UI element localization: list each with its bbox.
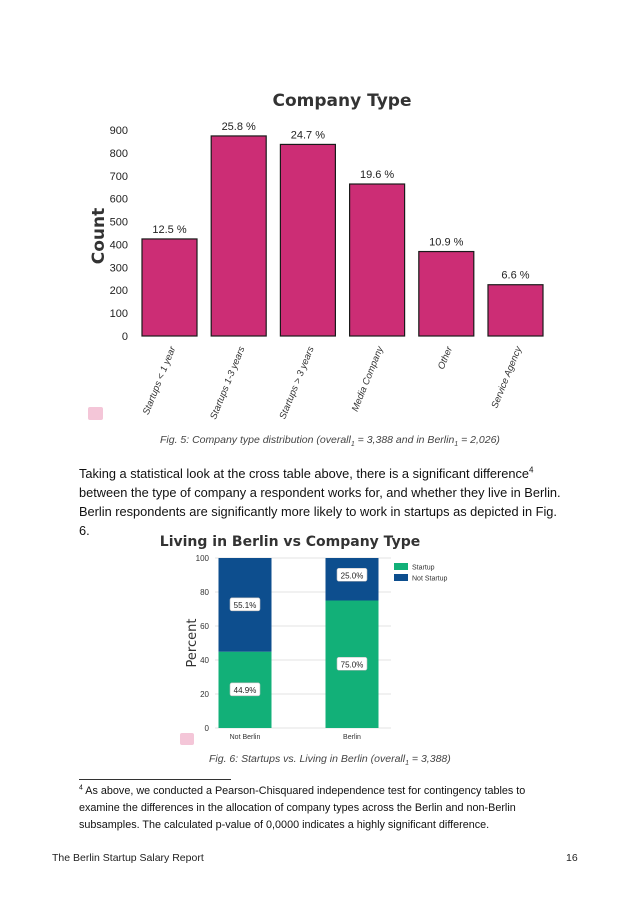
y-tick-label: 20 xyxy=(200,690,209,699)
x-tick-label: Startups < 1 year xyxy=(141,344,179,416)
footnote: 4 As above, we conducted a Pearson-Chisq… xyxy=(79,784,526,831)
y-tick-label: 700 xyxy=(110,171,128,183)
data-label: 10.9 % xyxy=(429,237,463,249)
data-label: 25.0% xyxy=(341,571,364,580)
bar xyxy=(487,284,544,337)
y-tick-label: 100 xyxy=(110,308,128,320)
x-tick-label: Other xyxy=(436,344,455,371)
y-tick-label: 300 xyxy=(110,262,128,274)
y-tick-label: 0 xyxy=(205,724,210,733)
y-tick-label: 800 xyxy=(110,148,128,160)
brand-logo-icon xyxy=(88,407,103,420)
legend-label: Not Startup xyxy=(412,576,448,583)
x-tick-label: Media Company xyxy=(350,344,387,413)
data-label: 24.7 % xyxy=(291,129,325,141)
x-tick-label: Berlin xyxy=(343,734,361,741)
data-label: 55.1% xyxy=(234,601,257,610)
y-tick-label: 80 xyxy=(200,588,209,597)
data-label-box xyxy=(229,597,261,612)
x-tick-label: Startups > 3 years xyxy=(278,345,317,420)
figure-6-caption: Fig. 6: Startups vs. Living in Berlin (o… xyxy=(209,753,451,768)
y-tick-label: 40 xyxy=(200,656,209,665)
chart-title: Company Type xyxy=(273,91,412,111)
y-tick-label: 0 xyxy=(122,331,128,343)
x-tick-label: Startups 1-3 years xyxy=(208,345,247,420)
data-label: 44.9% xyxy=(234,686,257,695)
bar xyxy=(349,183,406,337)
legend-swatch xyxy=(394,574,408,581)
y-tick-label: 500 xyxy=(110,217,128,229)
data-label-box xyxy=(336,567,368,582)
data-label-box xyxy=(229,682,261,697)
berlin-vs-company-type-chart: Living in Berlin vs Company Type Percent… xyxy=(160,534,448,741)
bar xyxy=(279,143,336,337)
y-tick-label: 400 xyxy=(110,239,128,251)
x-tick-label: Not Berlin xyxy=(230,734,261,741)
bar xyxy=(210,135,267,337)
body-paragraph: Taking a statistical look at the cross t… xyxy=(79,465,561,538)
y-tick-label: 200 xyxy=(110,285,128,297)
data-label: 25.8 % xyxy=(222,121,256,133)
data-label-box xyxy=(336,656,368,671)
y-tick-label: 60 xyxy=(200,622,209,631)
brand-logo-icon xyxy=(180,733,194,745)
company-type-chart: Company Type Count 0 100 200 300 400 500 600 70… xyxy=(89,91,544,420)
data-label: 6.6 % xyxy=(501,270,529,282)
footnote-divider xyxy=(79,779,231,780)
data-label: 19.6 % xyxy=(360,169,394,181)
figure-5-caption: Fig. 5: Company type distribution (overa… xyxy=(160,434,500,449)
chart-title: Living in Berlin vs Company Type xyxy=(160,534,420,550)
y-tick-label: 600 xyxy=(110,194,128,206)
bar xyxy=(418,250,475,337)
data-label: 75.0% xyxy=(341,660,364,669)
legend-label: Startup xyxy=(412,565,435,572)
y-tick-label: 900 xyxy=(110,125,128,137)
y-axis-label: Count xyxy=(89,208,109,265)
y-axis-label: Percent xyxy=(185,619,200,668)
legend-swatch xyxy=(394,563,408,570)
data-label: 12.5 % xyxy=(152,224,186,236)
y-tick-label: 100 xyxy=(196,554,210,563)
x-tick-label: Service Agency xyxy=(489,344,524,410)
footer-page-number: 16 xyxy=(566,852,578,864)
footer-report-title: The Berlin Startup Salary Report xyxy=(52,852,204,864)
bar xyxy=(141,238,198,337)
